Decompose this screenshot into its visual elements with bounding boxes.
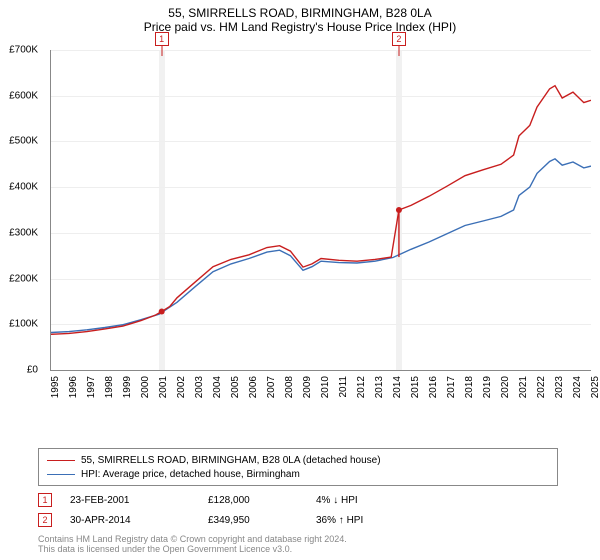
sale-marker-box: 2 <box>392 32 406 46</box>
x-tick-label: 2025 <box>590 376 600 398</box>
sale-dot <box>396 207 402 213</box>
x-tick-label: 2018 <box>464 376 475 398</box>
y-tick-label: £100K <box>0 319 38 330</box>
title-block: 55, SMIRRELLS ROAD, BIRMINGHAM, B28 0LA … <box>0 0 600 36</box>
line-svg <box>51 50 591 370</box>
x-tick-label: 2011 <box>338 376 349 398</box>
sales-row-price: £349,950 <box>208 515 298 526</box>
sales-row-date: 30-APR-2014 <box>70 515 190 526</box>
x-tick-label: 2002 <box>176 376 187 398</box>
legend-label-price: 55, SMIRRELLS ROAD, BIRMINGHAM, B28 0LA … <box>81 455 381 466</box>
y-tick-label: £600K <box>0 90 38 101</box>
x-tick-label: 2022 <box>536 376 547 398</box>
x-tick-label: 2001 <box>158 376 169 398</box>
legend-swatch-price <box>47 460 75 461</box>
x-tick-label: 2004 <box>212 376 223 398</box>
plot-area: 12 <box>50 50 591 371</box>
x-tick-label: 1995 <box>50 376 61 398</box>
y-tick-label: £0 <box>0 365 38 376</box>
sale-marker-stick <box>161 46 162 56</box>
legend-box: 55, SMIRRELLS ROAD, BIRMINGHAM, B28 0LA … <box>38 448 558 486</box>
footer-line1: Contains HM Land Registry data © Crown c… <box>38 534 578 544</box>
x-tick-label: 2000 <box>140 376 151 398</box>
series-line <box>51 159 591 333</box>
x-tick-label: 2012 <box>356 376 367 398</box>
x-tick-label: 2019 <box>482 376 493 398</box>
sales-row-delta: 36% ↑ HPI <box>316 515 426 526</box>
x-tick-label: 2020 <box>500 376 511 398</box>
sales-row-marker: 2 <box>38 513 52 527</box>
chart-area: £0 £100K £200K £300K £400K £500K £600K £700K 12… <box>0 40 600 410</box>
x-tick-label: 2006 <box>248 376 259 398</box>
x-tick-label: 2009 <box>302 376 313 398</box>
legend-swatch-hpi <box>47 474 75 475</box>
title-sub: Price paid vs. HM Land Registry's House … <box>0 20 600 34</box>
sales-row-date: 23-FEB-2001 <box>70 495 190 506</box>
x-tick-label: 2023 <box>554 376 565 398</box>
legend: 55, SMIRRELLS ROAD, BIRMINGHAM, B28 0LA … <box>38 448 558 486</box>
x-tick-label: 1996 <box>68 376 79 398</box>
y-tick-label: £300K <box>0 227 38 238</box>
y-tick-label: £500K <box>0 136 38 147</box>
x-tick-label: 2005 <box>230 376 241 398</box>
chart-figure: 55, SMIRRELLS ROAD, BIRMINGHAM, B28 0LA … <box>0 0 600 560</box>
footer-line2: This data is licensed under the Open Gov… <box>38 544 578 554</box>
x-tick-label: 2024 <box>572 376 583 398</box>
x-tick-label: 2014 <box>392 376 403 398</box>
x-tick-label: 2003 <box>194 376 205 398</box>
sales-row-marker: 1 <box>38 493 52 507</box>
sale-marker-box: 1 <box>155 32 169 46</box>
y-tick-label: £700K <box>0 45 38 56</box>
x-axis-labels: 1995 1996 1997 1998 1999 2000 2001 2002 2003 2004… <box>50 376 590 416</box>
x-tick-label: 2010 <box>320 376 331 398</box>
x-tick-label: 2008 <box>284 376 295 398</box>
sales-row-delta: 4% ↓ HPI <box>316 495 426 506</box>
x-tick-label: 2017 <box>446 376 457 398</box>
x-tick-label: 1997 <box>86 376 97 398</box>
y-tick-label: £200K <box>0 273 38 284</box>
sales-row: 1 23-FEB-2001 £128,000 4% ↓ HPI <box>38 490 578 510</box>
x-tick-label: 2016 <box>428 376 439 398</box>
sale-marker-stick <box>398 46 399 56</box>
x-tick-label: 2007 <box>266 376 277 398</box>
x-tick-label: 2013 <box>374 376 385 398</box>
y-tick-label: £400K <box>0 182 38 193</box>
x-tick-label: 2015 <box>410 376 421 398</box>
sales-row: 2 30-APR-2014 £349,950 36% ↑ HPI <box>38 510 578 530</box>
series-line <box>51 86 591 335</box>
sales-row-price: £128,000 <box>208 495 298 506</box>
x-tick-label: 2021 <box>518 376 529 398</box>
x-tick-label: 1999 <box>122 376 133 398</box>
sale-dot <box>159 308 165 314</box>
legend-row-hpi: HPI: Average price, detached house, Birm… <box>47 467 549 481</box>
legend-row-price: 55, SMIRRELLS ROAD, BIRMINGHAM, B28 0LA … <box>47 453 549 467</box>
title-main: 55, SMIRRELLS ROAD, BIRMINGHAM, B28 0LA <box>0 6 600 20</box>
sales-table: 1 23-FEB-2001 £128,000 4% ↓ HPI 2 30-APR-2014… <box>38 490 578 530</box>
legend-label-hpi: HPI: Average price, detached house, Birm… <box>81 469 300 480</box>
x-tick-label: 1998 <box>104 376 115 398</box>
footer: Contains HM Land Registry data © Crown c… <box>38 534 578 554</box>
